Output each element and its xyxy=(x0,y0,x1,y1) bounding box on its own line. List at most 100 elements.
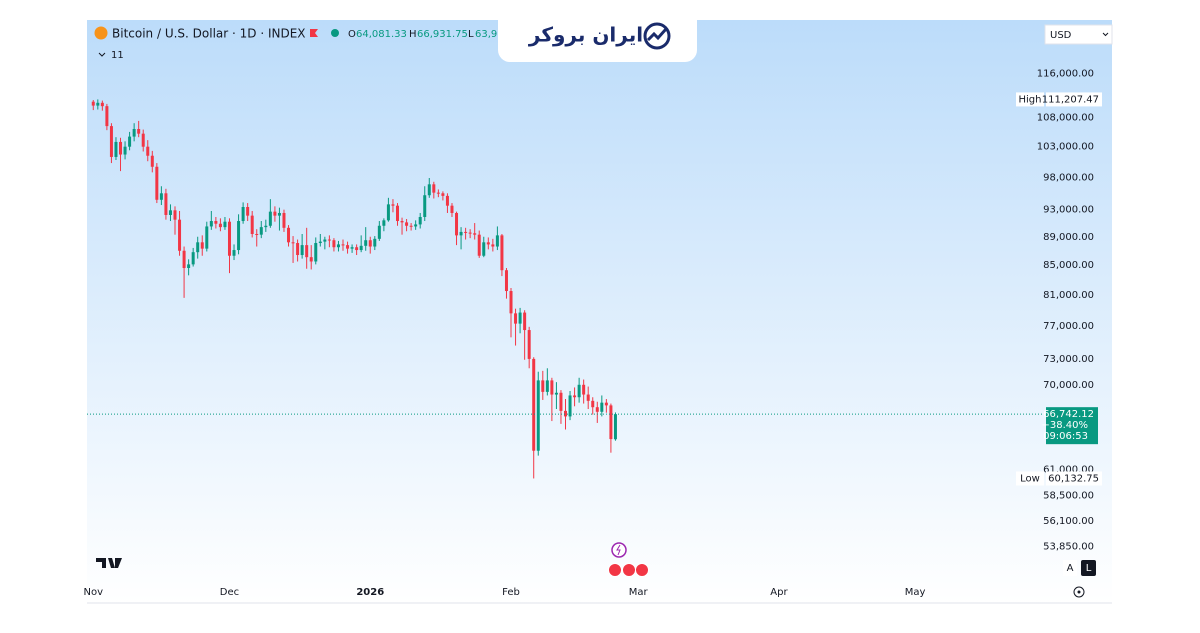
candle-body xyxy=(250,215,254,234)
plot-area xyxy=(91,99,617,479)
y-tick-label: 77,000.00 xyxy=(1043,321,1094,332)
candle-body xyxy=(554,392,558,395)
settings-icon[interactable] xyxy=(1073,586,1085,598)
candle-body xyxy=(205,226,209,249)
candle-body xyxy=(282,212,286,228)
y-tick-label: 116,000.00 xyxy=(1037,68,1094,79)
candle-body xyxy=(541,380,545,392)
high-marker-name: High xyxy=(1019,94,1042,105)
flag-icon xyxy=(310,29,318,37)
candle-body xyxy=(400,221,404,223)
bitcoin-icon xyxy=(94,26,108,40)
candle-body xyxy=(132,128,136,137)
candle-body xyxy=(341,244,345,246)
x-tick-label: Nov xyxy=(84,587,104,598)
candle-body xyxy=(391,204,395,206)
logo-text: ایران بروکر xyxy=(528,23,643,47)
header-open: 64,081.33 xyxy=(356,29,407,40)
candle-body xyxy=(432,184,436,193)
header-high: 66,931.75 xyxy=(417,29,468,40)
candle-body xyxy=(109,126,113,157)
header-open-prefix: O xyxy=(348,29,356,40)
candle-body xyxy=(382,220,386,226)
candle-body xyxy=(459,231,463,236)
candle-body xyxy=(573,395,577,398)
candle-body xyxy=(296,243,300,256)
candle-body xyxy=(91,101,95,106)
candle-body xyxy=(482,242,486,256)
candle-body xyxy=(196,242,200,253)
candle-body xyxy=(423,195,427,217)
candle-body xyxy=(582,384,586,395)
candle-body xyxy=(314,243,318,262)
candle-body xyxy=(346,245,350,249)
high-marker-name-box xyxy=(1016,92,1044,107)
candle-body xyxy=(114,141,118,157)
candle-body xyxy=(268,211,272,226)
currency-select[interactable] xyxy=(1044,24,1113,45)
candle-body xyxy=(364,240,368,246)
candle-body xyxy=(100,102,104,107)
auto-button-label[interactable]: A xyxy=(1067,563,1074,574)
candle-body xyxy=(545,380,549,392)
candle-body xyxy=(477,234,481,256)
candle-body xyxy=(309,257,313,262)
candle-body xyxy=(532,358,536,451)
logo-icon xyxy=(643,22,671,50)
low-marker-name: Low xyxy=(1020,473,1040,484)
event-flag[interactable] xyxy=(635,563,649,577)
candle-body xyxy=(255,233,259,235)
header-low: 63,93 xyxy=(475,29,504,40)
event-bolt xyxy=(616,544,621,556)
indicators-count[interactable]: 11 xyxy=(111,50,124,61)
candle-body xyxy=(436,192,440,194)
event-flag[interactable] xyxy=(622,563,636,577)
log-button[interactable] xyxy=(1081,560,1096,576)
candle-body xyxy=(405,222,409,226)
y-tick-label: 53,850.00 xyxy=(1043,541,1094,552)
candle-body xyxy=(414,224,418,227)
candle-body xyxy=(141,133,145,147)
symbol-title: Bitcoin / U.S. Dollar · 1D · INDEX xyxy=(112,27,306,41)
candle-body xyxy=(128,136,132,147)
candle-body xyxy=(591,400,595,408)
y-tick-label: 103,000.00 xyxy=(1037,142,1094,153)
y-tick-label: 108,000.00 xyxy=(1037,112,1094,123)
candle-body xyxy=(150,155,154,167)
y-tick-label: 81,000.00 xyxy=(1043,290,1094,301)
candle-body xyxy=(491,244,495,247)
candle-body xyxy=(291,242,295,244)
collapse-icon[interactable] xyxy=(98,52,106,57)
candle-body xyxy=(277,212,281,216)
candle-body xyxy=(427,184,431,196)
currency-label[interactable]: USD xyxy=(1050,30,1072,41)
candle-body xyxy=(509,291,513,314)
candle-body xyxy=(468,232,472,234)
auto-button[interactable] xyxy=(1063,560,1077,576)
last-price-label: 66,742.12 xyxy=(1043,409,1094,420)
chart-background xyxy=(87,20,1112,603)
candle-body xyxy=(577,384,581,398)
event-flag[interactable] xyxy=(608,563,622,577)
tv-logo xyxy=(96,558,122,568)
candle-body xyxy=(123,146,127,155)
candle-body xyxy=(450,205,454,213)
candle-body xyxy=(550,380,554,395)
candle-body xyxy=(609,405,613,440)
candle-body xyxy=(146,146,150,156)
candle-body xyxy=(164,193,168,215)
candle-body xyxy=(455,212,459,236)
low-marker-box xyxy=(1046,471,1102,486)
candle-body xyxy=(209,221,213,227)
candle-body xyxy=(155,166,159,200)
log-button-label[interactable]: L xyxy=(1086,563,1092,574)
candle-body xyxy=(332,240,336,248)
candle-body xyxy=(586,394,590,401)
candle-body xyxy=(305,245,309,258)
candle-body xyxy=(464,231,468,233)
candle-body xyxy=(336,244,340,248)
last-price-change: −38.40% xyxy=(1041,420,1088,431)
candle-body xyxy=(327,239,331,241)
candle-body xyxy=(359,245,363,251)
candle-body xyxy=(191,252,195,265)
